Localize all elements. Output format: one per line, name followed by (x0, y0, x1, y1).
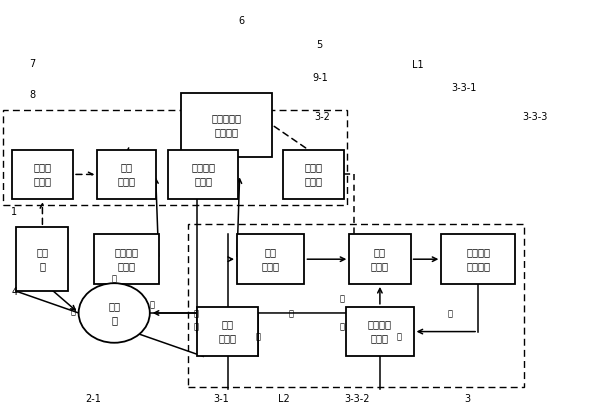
Text: 5: 5 (317, 40, 323, 50)
Text: 二: 二 (149, 300, 154, 309)
Text: 光纤
延时线: 光纤 延时线 (262, 247, 280, 271)
Bar (283, 149, 344, 199)
Bar (168, 149, 239, 199)
Text: L1: L1 (412, 60, 424, 70)
Bar (237, 234, 304, 284)
Text: 三: 三 (397, 332, 402, 341)
Bar (12, 149, 73, 199)
Text: 四: 四 (447, 309, 453, 318)
Text: 二: 二 (339, 322, 344, 331)
Text: 3-3-1: 3-3-1 (451, 83, 477, 93)
Text: 一: 一 (339, 294, 344, 303)
Text: L2: L2 (279, 393, 290, 404)
Text: 9-1: 9-1 (312, 73, 328, 83)
Text: 8: 8 (30, 90, 36, 100)
Text: 第一偏振
分束器: 第一偏振 分束器 (368, 320, 392, 344)
Text: 环形
器: 环形 器 (108, 301, 120, 325)
Text: 第一光电
探测器: 第一光电 探测器 (114, 247, 138, 271)
Bar (197, 307, 258, 356)
Bar (2, 110, 347, 205)
Bar (442, 234, 515, 284)
Text: 3-3-2: 3-3-2 (344, 393, 370, 404)
Ellipse shape (79, 283, 150, 343)
Text: 四: 四 (289, 309, 294, 318)
Text: 二: 二 (193, 322, 198, 331)
Text: 模数
转换器: 模数 转换器 (117, 162, 135, 186)
Text: 第一法拉
第旋转器: 第一法拉 第旋转器 (466, 247, 490, 271)
Text: 第一稳
相电路: 第一稳 相电路 (304, 162, 323, 186)
Bar (346, 307, 414, 356)
Text: 三: 三 (256, 332, 261, 341)
Text: 一: 一 (71, 307, 76, 316)
Text: 激光
器: 激光 器 (36, 247, 49, 271)
Text: 7: 7 (30, 59, 36, 68)
Bar (17, 227, 68, 291)
Text: 数据采集与
处理模块: 数据采集与 处理模块 (212, 113, 242, 137)
Bar (94, 234, 159, 284)
Text: 4: 4 (11, 287, 17, 297)
Bar (349, 234, 411, 284)
Text: 2-1: 2-1 (85, 393, 101, 404)
Text: 3: 3 (464, 393, 470, 404)
Text: 第一温
控模块: 第一温 控模块 (33, 162, 52, 186)
Text: 光纤
移相器: 光纤 移相器 (371, 247, 389, 271)
Text: 第二光电
探测器: 第二光电 探测器 (191, 162, 215, 186)
Bar (188, 224, 524, 388)
Text: 3-1: 3-1 (214, 393, 229, 404)
Text: 3-2: 3-2 (314, 112, 330, 122)
Text: 第一
分束器: 第一 分束器 (219, 320, 237, 344)
Text: 1: 1 (11, 207, 17, 217)
Text: 一: 一 (193, 309, 198, 318)
Text: 三: 三 (112, 274, 117, 283)
Bar (181, 93, 272, 157)
Text: 3-3-3: 3-3-3 (522, 112, 547, 122)
Bar (97, 149, 156, 199)
Text: 6: 6 (238, 15, 244, 26)
